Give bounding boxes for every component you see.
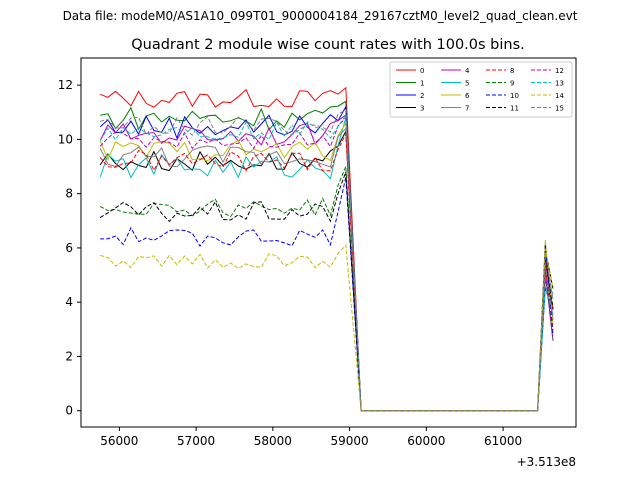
- x-tick-label: 61000: [484, 434, 522, 448]
- series-line-2: [99, 105, 554, 412]
- legend-label-13: 13: [555, 80, 564, 88]
- plot-frame: [80, 57, 577, 428]
- series-line-4: [99, 114, 554, 412]
- series-line-9: [99, 166, 554, 412]
- series-line-1: [100, 100, 554, 412]
- legend-label-12: 12: [555, 67, 564, 75]
- series-line-10: [100, 177, 554, 412]
- series-line-14: [100, 244, 554, 412]
- x-tick-label: 56000: [100, 434, 138, 448]
- plot-area: [80, 57, 577, 428]
- legend-frame: [389, 61, 573, 118]
- x-tick-label: 60000: [407, 434, 445, 448]
- y-tick-label: 12: [58, 78, 73, 92]
- series-line-11: [99, 171, 554, 412]
- series-line-8: [99, 132, 554, 412]
- x-tick-label: 58000: [254, 434, 292, 448]
- chart-title: Quadrant 2 module wise count rates with …: [131, 37, 525, 53]
- legend-label-1: 1: [420, 80, 424, 88]
- series-line-13: [99, 113, 554, 412]
- legend-label-11: 11: [510, 105, 519, 113]
- series-line-7: [99, 127, 554, 412]
- series-line-12: [99, 116, 554, 412]
- series-line-0: [100, 86, 554, 412]
- legend-label-2: 2: [420, 92, 424, 100]
- y-tick-label: 0: [65, 404, 73, 418]
- legend-label-8: 8: [510, 67, 514, 75]
- legend-label-3: 3: [420, 105, 424, 113]
- x-tick-label: 59000: [331, 434, 369, 448]
- series-line-3: [99, 129, 554, 412]
- y-tick-label: 2: [65, 349, 73, 363]
- series-line-15: [100, 108, 554, 412]
- legend-label-0: 0: [420, 67, 424, 75]
- legend-label-5: 5: [465, 80, 469, 88]
- series-layer: [99, 86, 554, 412]
- legend-label-15: 15: [555, 105, 564, 113]
- x-offset-label: +3.513e8: [517, 455, 576, 469]
- y-tick-label: 10: [58, 132, 73, 146]
- suptitle: Data file: modeM0/AS1A10_099T01_90000041…: [63, 9, 578, 23]
- legend-label-9: 9: [510, 80, 514, 88]
- y-tick-label: 4: [65, 295, 73, 309]
- legend-label-4: 4: [465, 67, 470, 75]
- series-line-5: [99, 117, 554, 412]
- y-tick-label: 8: [65, 187, 73, 201]
- series-line-6: [99, 121, 554, 412]
- legend-label-7: 7: [465, 105, 469, 113]
- x-tick-label: 57000: [177, 434, 215, 448]
- legend-label-14: 14: [555, 92, 564, 100]
- legend-label-6: 6: [465, 92, 470, 100]
- legend-label-10: 10: [510, 92, 519, 100]
- y-tick-label: 6: [65, 241, 73, 255]
